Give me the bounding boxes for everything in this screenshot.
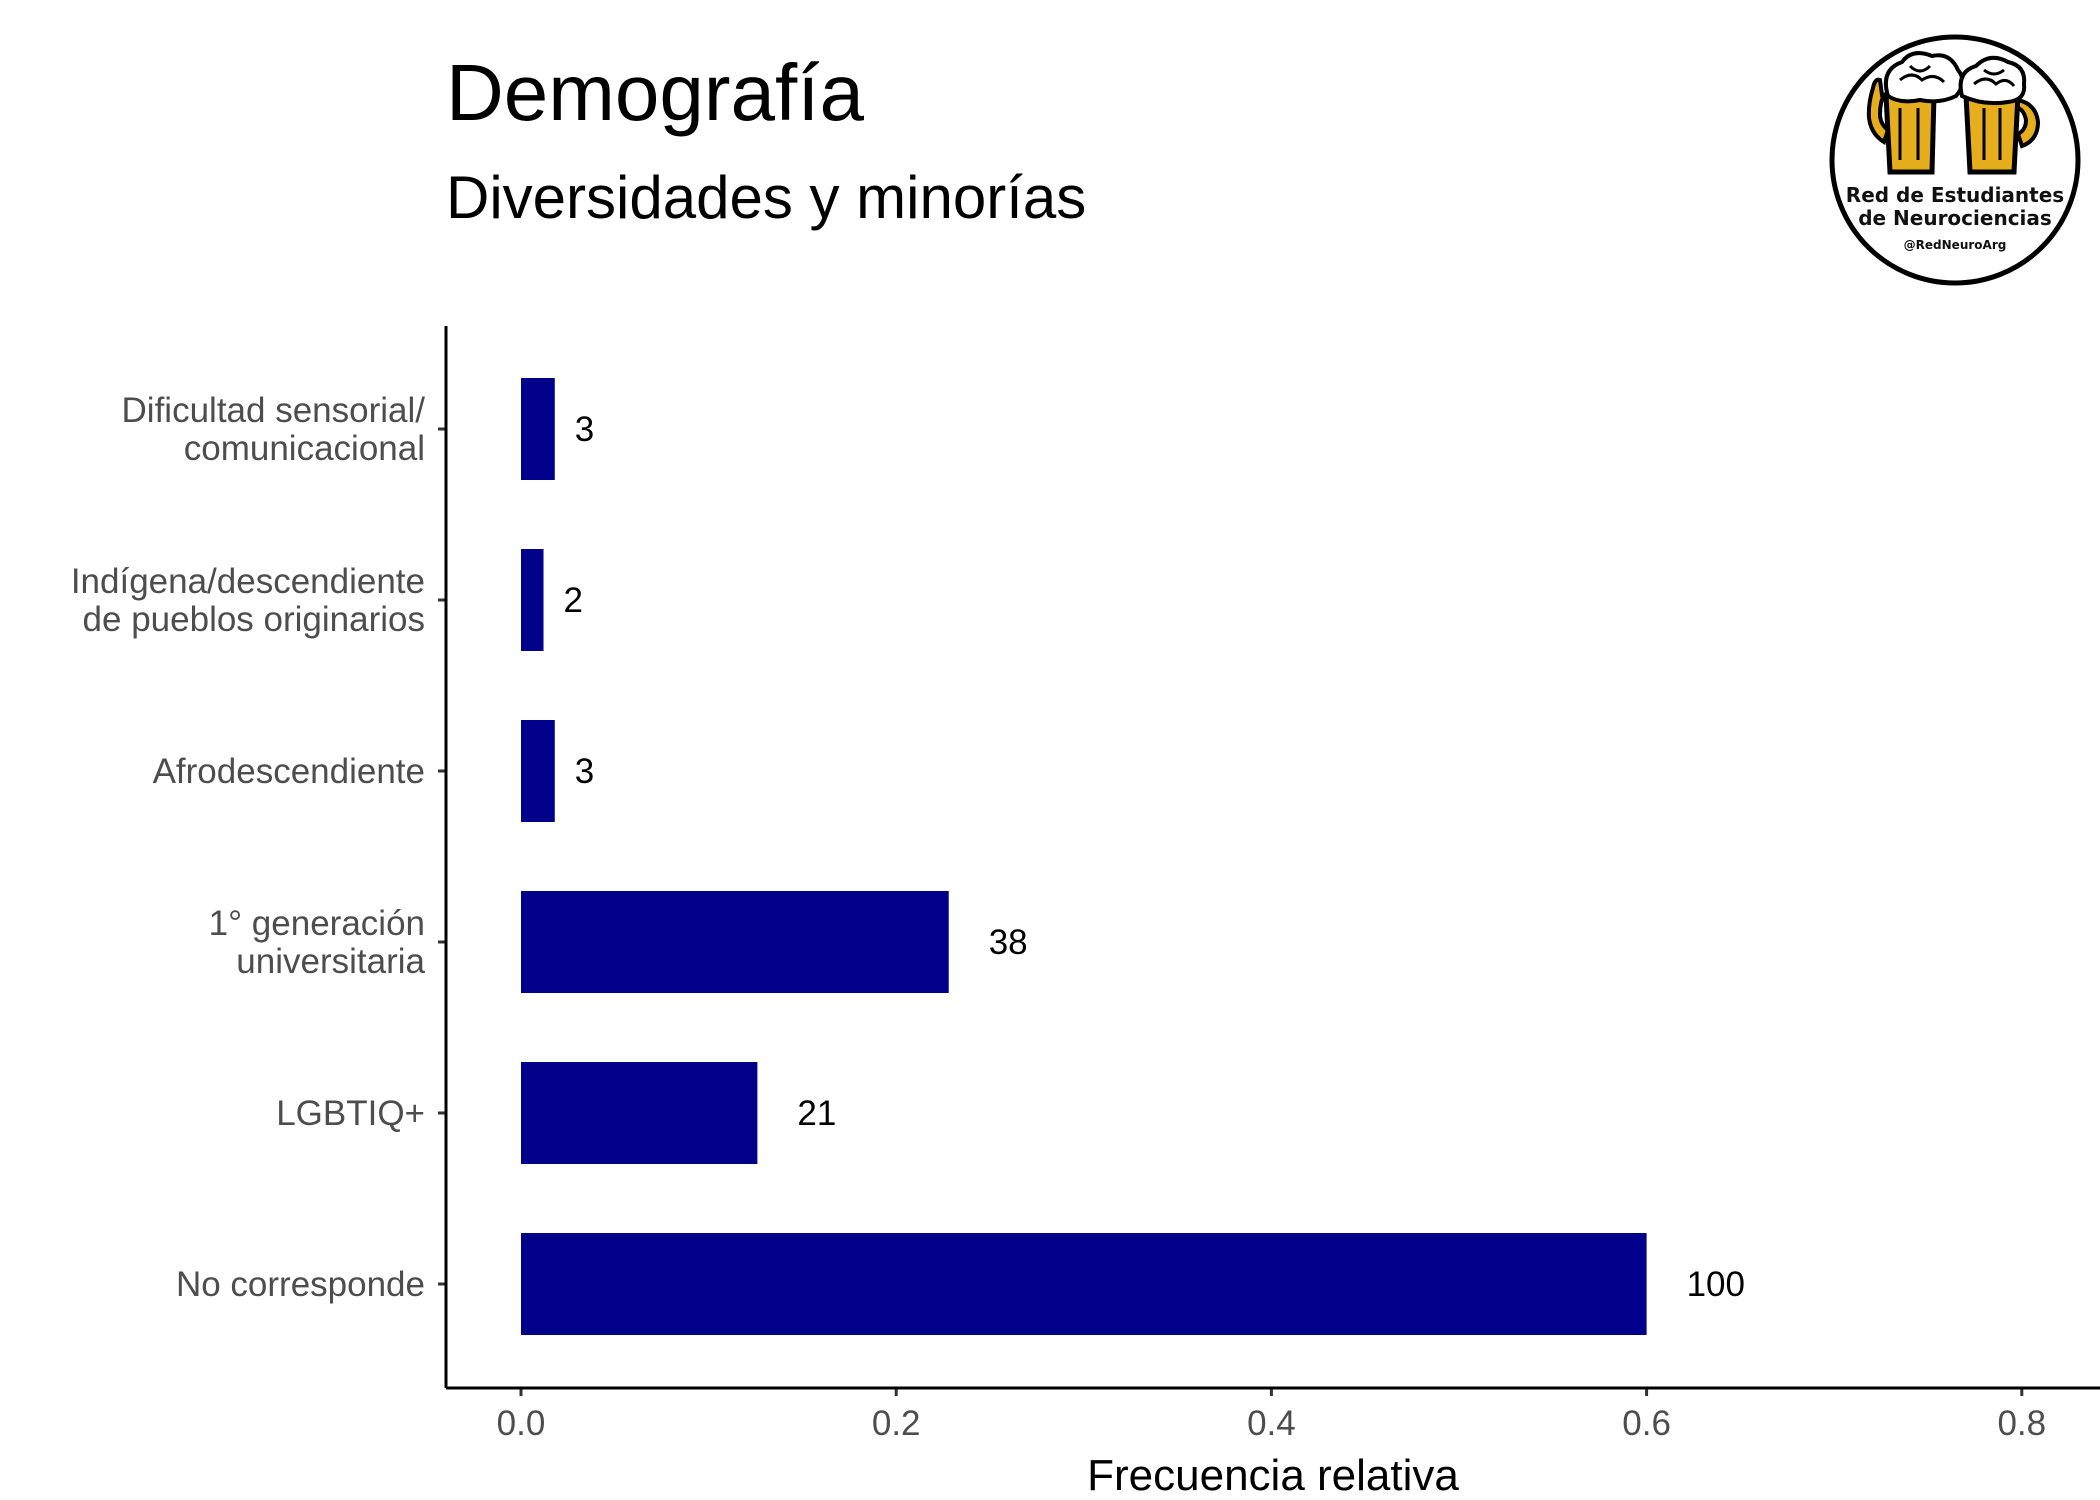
bar-3 (521, 891, 949, 993)
plot-area: 3 Dificultad sensorial/comunicacional 2 Ind… (71, 378, 2046, 1443)
x-axis-title: Frecuencia relativa (1087, 1451, 1459, 1500)
logo-line1: Red de Estudiantes (1846, 183, 2064, 207)
x-tick-label-0: 0.0 (497, 1404, 546, 1443)
brain-foam-icon (1883, 51, 2027, 106)
bar-5 (521, 1233, 1647, 1335)
x-tick-label-1: 0.2 (872, 1404, 921, 1443)
data-label-2: 3 (575, 752, 594, 791)
y-tick-label-0: Dificultad sensorial/comunicacional (122, 391, 426, 468)
bar-1 (521, 549, 544, 651)
y-tick-label-1: Indígena/descendiente de pueblos originar… (71, 562, 425, 639)
data-label-5: 100 (1687, 1265, 1745, 1304)
y-tick-label-3: 1° generación universitaria (209, 904, 426, 981)
bar-0 (521, 378, 555, 480)
x-tick-label-3: 0.6 (1622, 1404, 1671, 1443)
logo-line2: de Neurociencias (1858, 206, 2052, 230)
beer-mug-left-icon (1866, 77, 1937, 175)
x-tick-label-4: 0.8 (1997, 1404, 2046, 1443)
chart-title: Demografía (446, 48, 864, 137)
chart-subtitle: Diversidades y minorías (446, 164, 1086, 231)
beer-mug-right-icon (1963, 92, 2041, 175)
bar-2 (521, 720, 555, 822)
y-tick-label-4: LGBTIQ+ (276, 1094, 425, 1133)
y-tick-label-5: No corresponde (176, 1265, 425, 1304)
red-neuro-arg-logo: Red de Estudiantes de Neurociencias @Red… (1829, 34, 2081, 286)
data-label-3: 38 (989, 923, 1028, 962)
x-tick-label-2: 0.4 (1247, 1404, 1296, 1443)
y-tick-label-2: Afrodescendiente (153, 752, 425, 791)
bar-4 (521, 1062, 758, 1164)
data-label-1: 2 (564, 581, 583, 620)
data-label-0: 3 (575, 410, 594, 449)
data-label-4: 21 (797, 1094, 836, 1133)
logo-handle: @RedNeuroArg (1904, 238, 2007, 252)
